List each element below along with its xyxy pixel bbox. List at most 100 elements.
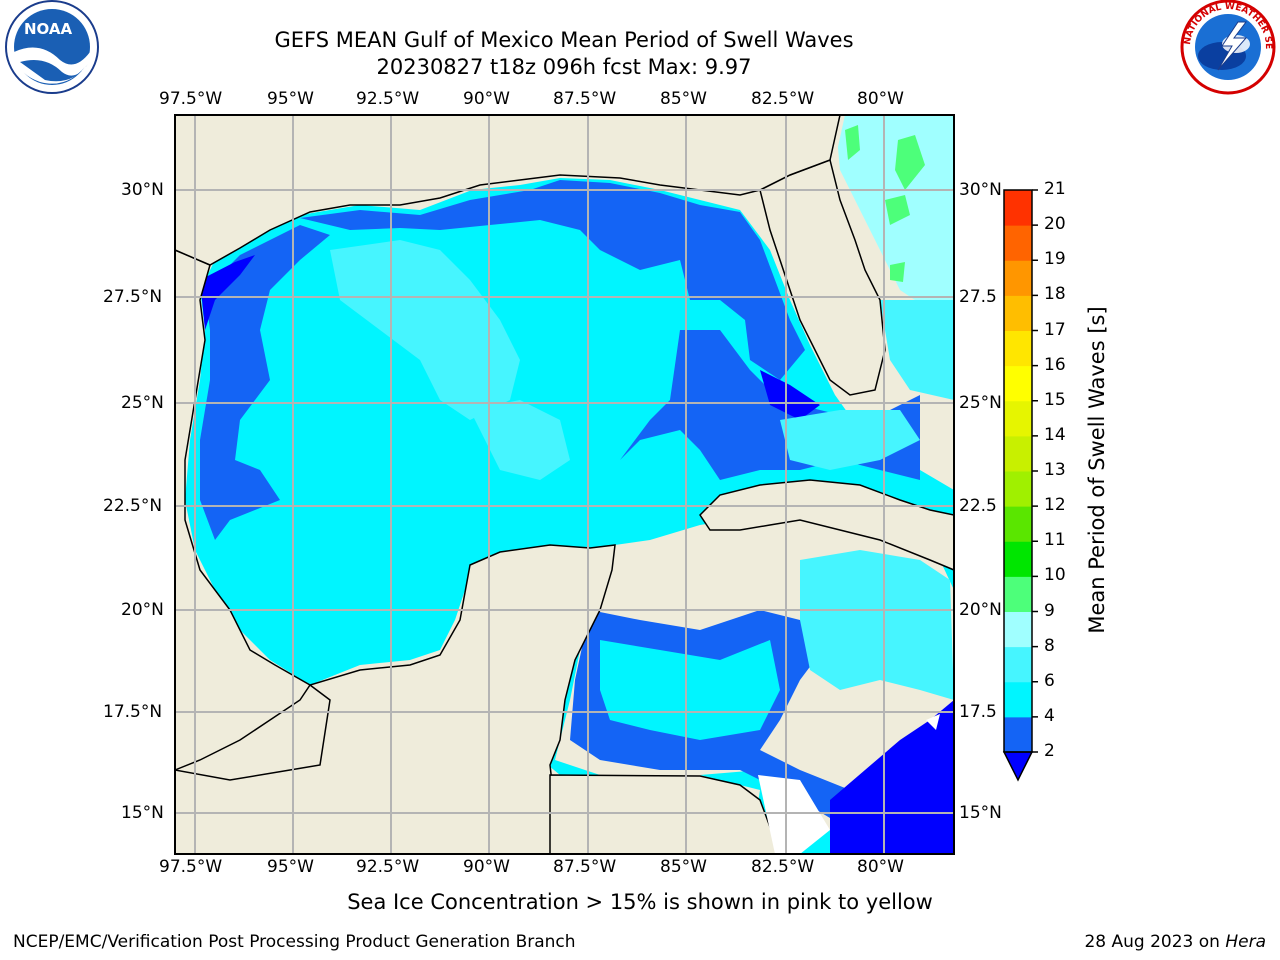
lon-label-bottom: 97.5°W bbox=[159, 857, 223, 877]
map-title: GEFS MEAN Gulf of Mexico Mean Period of … bbox=[274, 28, 854, 52]
lat-label-left: 25°N bbox=[121, 393, 164, 413]
footer-date-text: 28 Aug 2023 on bbox=[1084, 932, 1226, 952]
map-area bbox=[175, 115, 954, 854]
colorbar-swatch bbox=[1004, 716, 1032, 753]
lon-label-top: 90°W bbox=[463, 89, 510, 109]
footer-host: Hera bbox=[1225, 932, 1266, 952]
lon-label-bottom: 82.5°W bbox=[751, 857, 815, 877]
colorbar-tick-label: 11 bbox=[1044, 530, 1066, 551]
colorbar-swatch bbox=[1004, 330, 1032, 367]
footer-date: 28 Aug 2023 on Hera bbox=[1084, 932, 1266, 952]
colorbar-swatch bbox=[1004, 365, 1032, 402]
cuba-land bbox=[699, 479, 954, 571]
colorbar-tick-label: 20 bbox=[1044, 214, 1066, 235]
lat-label-right: 30°N bbox=[959, 180, 1002, 200]
lat-label-left: 30°N bbox=[121, 180, 164, 200]
colorbar-tick-label: 10 bbox=[1044, 565, 1066, 586]
caribbean-east-8-9 bbox=[800, 550, 954, 700]
colorbar-swatch bbox=[1004, 611, 1032, 648]
colorbar-tick-label: 8 bbox=[1044, 635, 1055, 656]
lat-label-right: 22.5 bbox=[959, 496, 997, 516]
atlantic-9-10-a bbox=[845, 125, 860, 160]
gulf-band-2-4-west bbox=[200, 225, 330, 540]
colorbar-swatch bbox=[1004, 646, 1032, 683]
colorbar-tick-label: 6 bbox=[1044, 670, 1055, 691]
deep-blue-under-2 bbox=[830, 700, 954, 854]
sea-ice-note: Sea Ice Concentration > 15% is shown in … bbox=[347, 890, 933, 914]
lat-label-left: 15°N bbox=[121, 803, 164, 823]
colorbar-tick-label: 9 bbox=[1044, 600, 1055, 621]
colorbar-swatch bbox=[1004, 576, 1032, 612]
deep-blue-coast-west bbox=[200, 255, 255, 330]
noaa-logo: NOAA bbox=[5, 0, 99, 94]
lat-label-right: 20°N bbox=[959, 600, 1002, 620]
colorbar-swatch bbox=[1004, 260, 1032, 296]
lat-label-right: 17.5 bbox=[959, 702, 997, 722]
lon-label-bottom: 90°W bbox=[463, 857, 510, 877]
colorbar-swatch bbox=[1004, 681, 1032, 718]
colorbar-tick-label: 4 bbox=[1044, 705, 1055, 726]
lon-label-top: 85°W bbox=[660, 89, 707, 109]
colorbar-swatch bbox=[1004, 400, 1032, 437]
colorbar-swatch bbox=[1004, 471, 1032, 507]
atlantic-9-10-b bbox=[895, 135, 925, 190]
colorbar-tick-label: 18 bbox=[1044, 284, 1066, 305]
lat-label-left: 27.5°N bbox=[103, 287, 163, 307]
mexico-west-land bbox=[175, 249, 312, 771]
masked-strip-1 bbox=[758, 775, 830, 854]
deep-blue-under-2-b bbox=[760, 370, 820, 420]
colorbar-swatch bbox=[1004, 435, 1032, 472]
masked-strip-2 bbox=[926, 714, 940, 730]
colorbar-extend-arrow bbox=[1002, 751, 1034, 782]
atlantic-6-8 bbox=[880, 300, 954, 400]
lat-label-right: 27.5 bbox=[959, 287, 997, 307]
colorbar-tick-label: 2 bbox=[1044, 741, 1055, 761]
lon-label-top: 82.5°W bbox=[751, 89, 815, 109]
colorbar-tick-label: 12 bbox=[1044, 495, 1066, 516]
atlantic-9-10-d bbox=[890, 262, 905, 282]
colorbar-swatch bbox=[1004, 295, 1032, 331]
colorbar-swatch bbox=[1004, 506, 1032, 542]
nws-logo: NATIONAL WEATHER SERVICE bbox=[0, 0, 1276, 95]
us-gulf-coast-land bbox=[175, 115, 841, 266]
colorbar-tick-label: 15 bbox=[1044, 389, 1066, 410]
lon-label-bottom: 85°W bbox=[660, 857, 707, 877]
colorbar-label: Mean Period of Swell Waves [s] bbox=[1085, 306, 1109, 634]
lon-label-bottom: 95°W bbox=[267, 857, 314, 877]
gulf-band-8-9-a bbox=[330, 240, 520, 420]
map-frame bbox=[174, 114, 955, 855]
lat-label-left: 17.5°N bbox=[103, 702, 163, 722]
lon-label-top: 87.5°W bbox=[553, 89, 617, 109]
gulf-band-2-4-north bbox=[300, 180, 805, 380]
colorbar-tick-label: 14 bbox=[1044, 424, 1066, 445]
colorbar-swatch bbox=[1004, 225, 1032, 261]
lat-label-right: 15°N bbox=[959, 803, 1002, 823]
nws-logo-text: NATIONAL WEATHER SERVICE bbox=[0, 0, 1273, 49]
footer-credit: NCEP/EMC/Verification Post Processing Pr… bbox=[13, 932, 576, 952]
noaa-logo-text: NOAA bbox=[24, 20, 73, 38]
colorbar bbox=[1002, 189, 1038, 782]
lon-label-bottom: 87.5°W bbox=[553, 857, 617, 877]
lon-label-top: 80°W bbox=[857, 89, 904, 109]
lon-label-top: 92.5°W bbox=[356, 89, 420, 109]
graticule bbox=[175, 115, 954, 854]
central-america-land bbox=[549, 774, 781, 854]
caribbean-6-8 bbox=[600, 640, 780, 740]
yucatan-land bbox=[175, 544, 616, 854]
atlantic-9-10-c bbox=[885, 195, 910, 225]
colorbar-tick-label: 19 bbox=[1044, 249, 1066, 270]
lon-label-top: 95°W bbox=[267, 89, 314, 109]
lon-label-bottom: 80°W bbox=[857, 857, 904, 877]
gulf-band-8-9-b bbox=[470, 400, 570, 480]
lat-label-left: 20°N bbox=[121, 600, 164, 620]
map-subtitle: 20230827 t18z 096h fcst Max: 9.97 bbox=[376, 55, 752, 79]
lon-label-top: 97.5°W bbox=[159, 89, 223, 109]
colorbar-tick-label: 21 bbox=[1044, 179, 1066, 199]
lat-label-right: 25°N bbox=[959, 393, 1002, 413]
colorbar-tick-label: 13 bbox=[1044, 460, 1066, 480]
colorbar-tick-label: 17 bbox=[1044, 319, 1066, 340]
colorbar-swatch bbox=[1004, 541, 1032, 577]
colorbar-swatch bbox=[1004, 190, 1032, 226]
lat-label-left: 22.5°N bbox=[103, 496, 163, 516]
